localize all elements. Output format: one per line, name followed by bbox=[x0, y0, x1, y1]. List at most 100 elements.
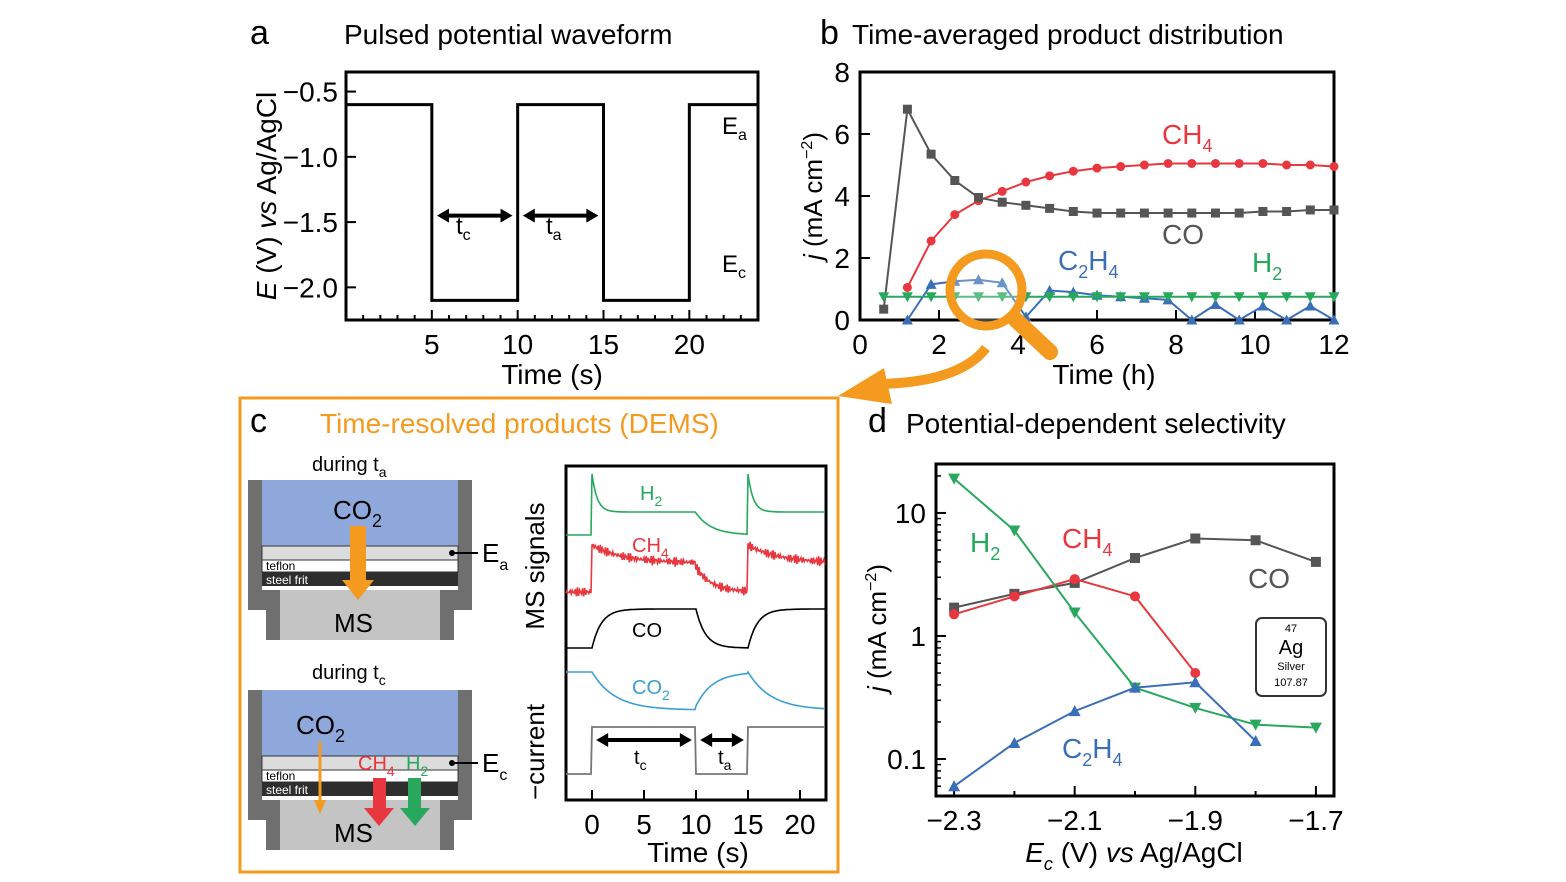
panel-a-x-tick-label: 15 bbox=[588, 329, 619, 360]
cell-top-ea-label: Ea bbox=[482, 538, 508, 574]
panel-a-y-tick-label: −1.5 bbox=[283, 207, 338, 238]
panel-b-c2h4-point bbox=[1304, 300, 1316, 311]
panel-d-c2h4-label: C2H4 bbox=[1062, 733, 1123, 770]
panel-d-ch4-point bbox=[1130, 591, 1140, 602]
panel-c-h2-label: H2 bbox=[640, 483, 662, 509]
panel-d-ch4-line bbox=[953, 578, 1197, 674]
panel-d-series bbox=[948, 473, 1322, 792]
panel-b-co-point bbox=[1282, 207, 1292, 216]
cell-top-ms-label: MS bbox=[334, 608, 373, 638]
panel-b-ch4-point bbox=[1234, 158, 1244, 168]
panel-b-x-tick-label: 12 bbox=[1318, 329, 1349, 360]
panel-a-ta-arrow-head-right bbox=[586, 208, 599, 223]
panel-b-co-point bbox=[1234, 208, 1244, 218]
panel-b-y-tick-label: 2 bbox=[834, 243, 850, 274]
panel-d-y-tick-label: 10 bbox=[895, 498, 926, 529]
panel-d-c2h4-point bbox=[1008, 736, 1021, 748]
cell-bottom-ms-label: MS bbox=[334, 818, 373, 848]
panel-c-x-tick-label: 5 bbox=[636, 809, 652, 840]
panel-d-c2h4-point bbox=[1189, 676, 1202, 688]
cell-bottom-teflon-label: teflon bbox=[266, 769, 295, 783]
panel-c: c Time-resolved products (DEMS) during t… bbox=[238, 396, 840, 874]
panel-b-ch4-point bbox=[1116, 162, 1126, 172]
panel-c-ticks: 0 5 10 15 20 bbox=[584, 790, 816, 840]
panel-d-ch4-point bbox=[1069, 574, 1080, 585]
panel-d-c2h4-point bbox=[1249, 734, 1262, 746]
cell-bottom-electrode-lead bbox=[449, 760, 478, 766]
panel-c-duration-arrows bbox=[596, 733, 744, 747]
cell-bottom-co2-label: CO2 bbox=[296, 710, 345, 746]
panel-b-ticks: 0 2 4 6 8 10 12 0 2 4 6 8 bbox=[834, 57, 1349, 360]
panel-d-x-tick-label: −2.3 bbox=[926, 805, 981, 836]
panel-d-co-label: CO bbox=[1248, 563, 1290, 594]
panel-a-x-tick-label: 10 bbox=[502, 329, 533, 360]
panel-b-ch4-point bbox=[1021, 177, 1031, 187]
panel-b-ch4-point bbox=[1329, 162, 1339, 172]
panel-c-ta-arrow-head-left bbox=[700, 733, 713, 747]
panel-d-c2h4-point bbox=[1068, 705, 1081, 717]
panel-b-ch4-point bbox=[1092, 163, 1102, 173]
panel-b-ch4-point bbox=[902, 282, 912, 292]
panel-b-x-tick-label: 10 bbox=[1239, 329, 1270, 360]
panel-d-c2h4-point bbox=[1129, 681, 1141, 693]
silver-element-card: 47 Ag Silver 107.87 bbox=[1255, 617, 1327, 697]
panel-a-y-tick-label: −1.0 bbox=[283, 142, 338, 173]
panel-b-c2h4-point bbox=[1257, 300, 1269, 311]
panel-b-h2-point bbox=[973, 292, 984, 303]
dems-cell-top bbox=[248, 480, 472, 640]
panel-b-co-point bbox=[926, 149, 936, 159]
panel-d-h2-point bbox=[1068, 607, 1081, 619]
panel-d-ch4-point bbox=[1190, 667, 1201, 678]
panel-b-h2-point bbox=[1210, 292, 1221, 303]
panel-b-c2h4-point bbox=[973, 274, 984, 285]
panel-b-ch4-point bbox=[926, 236, 936, 246]
panel-a-ticks: 5 10 15 20 −0.5 −1.0 −1.5 −2.0 bbox=[283, 77, 742, 360]
panel-d-ylabel: j (mA cm−2) bbox=[862, 564, 892, 695]
panel-c-tc-label: tc bbox=[634, 747, 647, 773]
panel-b-y-tick-label: 8 bbox=[834, 57, 850, 88]
panel-b-co-point bbox=[1021, 200, 1031, 210]
panel-b-co-point bbox=[879, 304, 889, 314]
panel-c-tc-arrow-head-left bbox=[596, 733, 609, 747]
panel-a-plot-frame bbox=[344, 70, 760, 322]
panel-c-ta-arrow-head-right bbox=[731, 733, 744, 747]
panel-d-h2-point bbox=[1249, 719, 1262, 731]
panel-c-ylabel-current: −current bbox=[520, 703, 550, 800]
panel-d-co-point bbox=[1130, 553, 1140, 564]
cell-top-co2-label: CO2 bbox=[333, 495, 382, 531]
panel-b-h2-point bbox=[996, 292, 1008, 303]
panel-d-c2h4-point bbox=[948, 780, 961, 792]
panel-a-y-tick-label: −2.0 bbox=[283, 272, 338, 303]
panel-c-co-trace bbox=[566, 608, 825, 649]
panel-b-y-tick-label: 6 bbox=[834, 119, 850, 150]
panel-d-co-point bbox=[1190, 533, 1201, 544]
panel-c-ylabel-ms: MS signals bbox=[520, 502, 550, 629]
panel-a: a Pulsed potential waveform 5 10 15 20 −0.5 −… bbox=[250, 14, 760, 390]
panel-d: d Potential-dependent selectivity −2.3 −2… bbox=[862, 402, 1344, 874]
panel-b-ch4-point bbox=[1139, 160, 1149, 170]
cell-bottom-steel-frit-label: steel frit bbox=[266, 783, 309, 797]
panel-c-x-tick-label: 15 bbox=[732, 809, 763, 840]
panel-b-x-tick-label: 2 bbox=[931, 329, 947, 360]
panel-b-h2-point bbox=[1233, 292, 1245, 303]
panel-b-x-tick-label: 4 bbox=[1010, 329, 1026, 360]
element-name: Silver bbox=[1277, 661, 1305, 673]
panel-d-h2-point bbox=[1309, 722, 1322, 734]
panel-c-tc-arrow-head-right bbox=[679, 733, 692, 747]
cell-top-teflon-label: teflon bbox=[266, 559, 295, 573]
panel-b-h2-point bbox=[1138, 292, 1150, 303]
panel-b-ch4-point bbox=[950, 210, 960, 220]
panel-b-letter: b bbox=[820, 14, 839, 52]
panel-b-c2h4-point bbox=[901, 314, 913, 325]
panel-b-xlabel: Time (h) bbox=[1052, 359, 1155, 390]
panel-a-letter: a bbox=[250, 14, 269, 52]
panel-c-xlabel: Time (s) bbox=[647, 837, 749, 868]
element-symbol: Ag bbox=[1279, 637, 1303, 659]
panel-a-ta-label: ta bbox=[546, 213, 562, 244]
panel-b-y-tick-label: 0 bbox=[834, 305, 850, 336]
panel-a-x-tick-label: 5 bbox=[424, 329, 440, 360]
panel-c-h2-trace bbox=[566, 473, 825, 536]
panel-b-h2-point bbox=[1091, 292, 1103, 303]
panel-c-tc-arrow bbox=[596, 733, 692, 747]
